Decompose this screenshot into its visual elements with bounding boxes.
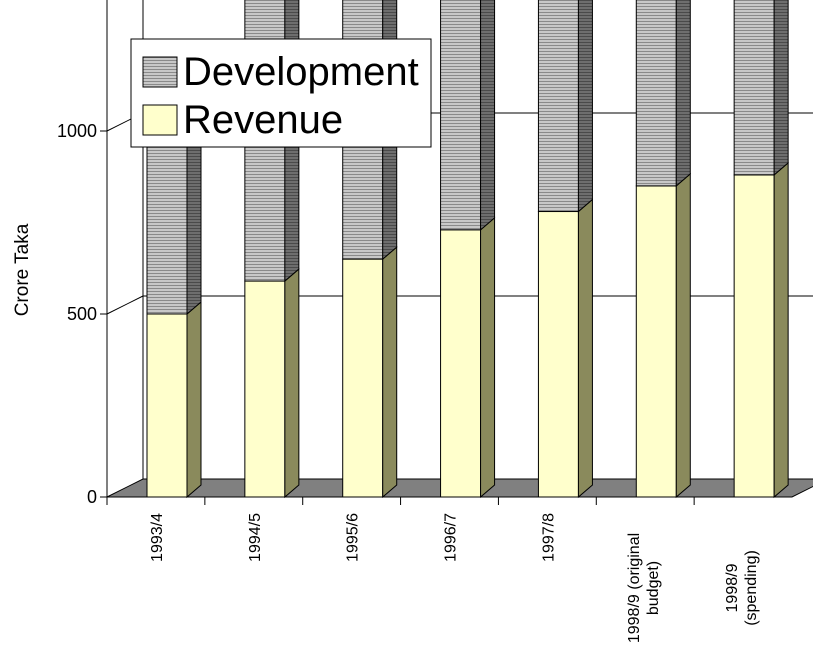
legend-swatch-revenue [142,104,178,136]
x-tick-label: 1998/9 (spending) [724,550,760,626]
x-tick-label-line: 1998/9 (original [626,533,643,643]
chart-back-wall [142,0,144,479]
bars [145,0,789,499]
bar-side-revenue [186,300,202,499]
bar-revenue [146,313,188,498]
legend-box [130,38,432,148]
bar-side-revenue [480,216,496,499]
y-axis-title: Crore Taka [12,223,33,316]
bar-side-revenue [577,198,593,499]
bar-side-revenue [773,161,789,499]
x-tick-label: 1995/6 [345,513,362,562]
y-tick-label: 1000 [57,121,97,141]
bar-side-revenue [675,172,691,499]
y-tick-label: 500 [67,304,97,324]
bar-side-development [577,0,593,213]
bar-development [635,0,677,187]
x-tick-labels: 1993/4 1994/5 1995/6 1996/7 1997/8 1998/9 (or… [149,513,760,643]
x-tick-label: 1993/4 [149,513,166,562]
bar-side-development [773,0,789,177]
bar-development [733,0,775,176]
bar-side-revenue [284,267,300,499]
axes [100,0,792,505]
x-tick-label-line: 1995/6 [345,513,362,562]
legend-swatch-development [142,56,178,88]
bar-revenue [342,258,384,498]
bar-revenue [635,185,677,498]
bar-revenue [244,280,286,498]
bar-side-development [480,0,496,231]
x-tick-label-line: budget) [645,561,662,615]
bar-side-development [675,0,691,187]
x-tick-label-line: 1998/9 [724,563,741,612]
x-tick-label: 1996/7 [443,513,460,562]
x-tick-label-line: 1996/7 [443,513,460,562]
x-tick-label-line: 1994/5 [247,513,264,562]
x-tick-label-line: 1993/4 [149,513,166,562]
side-wall-gridline [106,295,144,315]
legend-label-revenue: Revenue [183,98,343,142]
bar-revenue [733,174,775,498]
bar-side-revenue [382,246,398,499]
y-tick-labels: 05001000150020002500 [57,121,97,507]
bar-revenue [440,229,482,498]
bar-development [440,0,482,231]
x-tick-label: 1998/9 (original budget) [626,533,662,643]
x-tick-label: 1997/8 [540,513,557,562]
y-tick-label: 0 [87,487,97,507]
x-tick-label-line: 1997/8 [540,513,557,562]
x-tick-label: 1994/5 [247,513,264,562]
x-tick-label-line: (spending) [743,550,760,626]
legend-label-development: Development [183,50,419,94]
bar-revenue [537,211,579,498]
bar-development [537,0,579,213]
